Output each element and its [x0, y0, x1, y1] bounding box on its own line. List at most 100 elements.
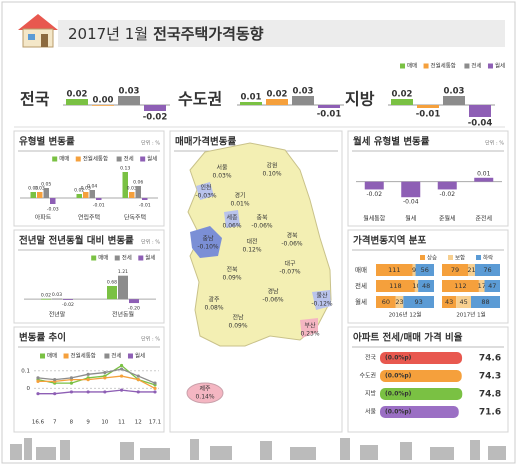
bar: [118, 96, 140, 105]
change-label: (0.0%p): [385, 391, 412, 398]
value-label: 0.04: [87, 184, 97, 190]
value-label: 0.68: [107, 279, 117, 285]
x-tick-label: 준전세: [475, 215, 492, 223]
legend-swatch: [400, 63, 405, 69]
value-label: -0.04: [468, 119, 493, 129]
value-label: 45: [459, 298, 467, 306]
legend-swatch: [63, 353, 69, 359]
legend-swatch: [138, 255, 144, 261]
unit: 단위 : %: [141, 336, 160, 343]
point: [136, 374, 140, 378]
bar: [318, 105, 340, 108]
value-label: 93: [415, 298, 423, 306]
region-name: 광주: [208, 297, 220, 304]
x-tick-label: 단독주택: [124, 214, 146, 222]
value-label: 111: [388, 266, 400, 274]
row-label: 매매: [355, 266, 367, 274]
value-label: 74.3: [479, 372, 501, 382]
point: [136, 378, 140, 382]
point: [86, 390, 90, 394]
value-label: 0.03: [81, 186, 91, 192]
panel-title: 월세 유형별 변동률: [353, 136, 430, 148]
bar: [380, 370, 462, 382]
bar-segment: [478, 280, 485, 292]
value-label: 0.00: [93, 96, 114, 106]
title-bold: 전국주택가격동향: [153, 25, 264, 43]
region-value: -0.06%: [281, 241, 303, 248]
bar-segment: [442, 296, 457, 308]
region-name: 충북: [256, 214, 268, 222]
region-value: -0.12%: [311, 301, 333, 308]
x-tick-label: 월세: [405, 215, 416, 223]
point: [36, 392, 40, 396]
point: [119, 363, 124, 368]
region-value: -0.07%: [279, 269, 301, 276]
bar: [240, 102, 262, 105]
bar: [37, 192, 43, 198]
value-label: 0.02: [74, 188, 84, 194]
period-label: 2016년 12월: [389, 311, 422, 319]
legend-swatch: [420, 255, 425, 260]
region-value: 0.23%: [300, 331, 319, 338]
point: [86, 372, 90, 376]
bar: [417, 105, 439, 108]
bar-segment: [376, 264, 413, 276]
value-label: 23: [395, 298, 403, 306]
bar: [474, 177, 494, 182]
point: [153, 390, 157, 394]
legend-label: 보합: [455, 254, 465, 262]
region-value: 0.06%: [222, 223, 241, 230]
value-label: 0.05: [41, 182, 51, 188]
bar: [380, 406, 459, 418]
bar-segment: [403, 296, 434, 308]
series-line: [38, 389, 155, 395]
x-tick-label: 9: [86, 420, 90, 426]
bar-segment: [376, 280, 415, 292]
value-label: -0.01: [416, 110, 441, 120]
change-label: (0.0%p): [385, 373, 412, 380]
region-name: 경기: [234, 192, 245, 200]
region-label: 수도권: [178, 90, 222, 109]
legend-label: 전월세통합: [83, 155, 108, 163]
legend-swatch: [75, 156, 81, 162]
y-tick-label: 0.1: [21, 368, 30, 374]
value-label: -0.02: [366, 191, 382, 198]
bar: [401, 181, 421, 198]
bar: [437, 181, 457, 190]
region-label: 지방: [345, 90, 375, 109]
series-line: [37, 364, 156, 386]
x-tick-label: 8: [70, 420, 74, 426]
value-label: -0.02: [62, 302, 74, 308]
header-band: [58, 20, 505, 47]
bar: [380, 352, 463, 364]
value-label: -0.01: [317, 110, 342, 120]
point: [36, 376, 40, 380]
value-label: 71.6: [479, 408, 501, 418]
value-label: 0.03: [35, 186, 45, 192]
region-value: -0.06%: [251, 223, 273, 230]
bar-segment: [414, 280, 419, 292]
x-tick-label: 7: [53, 420, 57, 426]
legend-label: 상승: [427, 254, 437, 262]
bar-segment: [442, 280, 479, 292]
row-label: 지방: [365, 390, 377, 398]
region-value: 0.10%: [262, 171, 281, 178]
bar-segment: [415, 264, 434, 276]
region-value: -0.10%: [197, 244, 219, 251]
bar-segment: [442, 264, 469, 276]
title-light: 2017년 1월: [68, 25, 148, 43]
legend-label: 월세: [135, 352, 145, 360]
panel: [13, 130, 165, 227]
page-title: 2017년 1월 전국주택가격동향: [68, 25, 264, 43]
region-label: 전국: [20, 90, 50, 109]
y-tick-label: 0: [27, 386, 31, 392]
bar: [30, 192, 36, 198]
region-name: 경남: [267, 288, 279, 296]
x-tick-label: 17.1: [149, 420, 161, 426]
region-value: 0.14%: [195, 394, 214, 401]
legend-swatch: [127, 353, 133, 359]
region-value: 0.09%: [228, 323, 247, 330]
value-label: 0.03: [52, 292, 62, 298]
